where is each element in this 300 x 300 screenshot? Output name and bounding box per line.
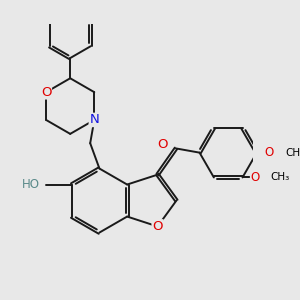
Text: CH₃: CH₃ xyxy=(271,172,290,182)
Text: O: O xyxy=(152,220,163,233)
Text: N: N xyxy=(89,113,99,127)
Text: O: O xyxy=(157,138,167,151)
Text: O: O xyxy=(41,86,51,99)
Text: O: O xyxy=(265,146,274,159)
Text: N: N xyxy=(89,113,99,127)
Text: O: O xyxy=(250,171,260,184)
Text: O: O xyxy=(152,220,163,233)
Text: O: O xyxy=(265,146,274,159)
Text: HO: HO xyxy=(22,178,40,191)
Text: HO: HO xyxy=(22,178,40,191)
Text: O: O xyxy=(250,171,260,184)
Text: O: O xyxy=(157,138,167,151)
Text: O: O xyxy=(41,86,51,99)
Text: CH₃: CH₃ xyxy=(285,148,300,158)
